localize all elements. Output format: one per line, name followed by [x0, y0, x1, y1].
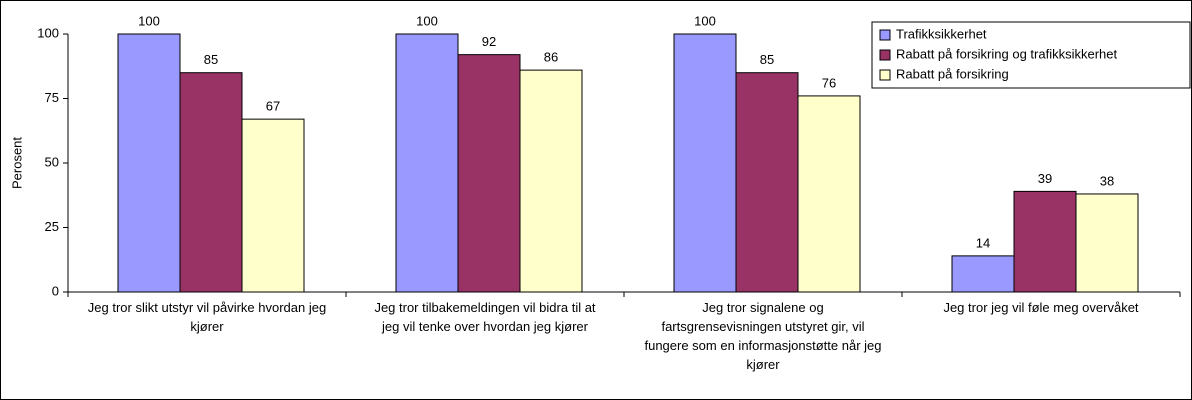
x-tick-label: Jeg tror slikt utstyr vil påvirke hvorda…: [87, 300, 327, 334]
bar: [1013, 190, 1077, 293]
legend-swatch: [879, 49, 891, 61]
legend-swatch: [879, 69, 891, 81]
legend-label: Rabatt på forsikring og trafikksikkerhet: [896, 46, 1117, 61]
value-label: 100: [138, 13, 160, 28]
value-label: 14: [976, 235, 990, 250]
value-label: 39: [1038, 171, 1052, 186]
value-label: 86: [544, 50, 558, 65]
value-label: 85: [760, 52, 774, 67]
value-label: 67: [266, 99, 280, 114]
value-label: 38: [1100, 173, 1114, 188]
value-label: 100: [416, 13, 438, 28]
bar: [117, 33, 181, 293]
y-axis-title: Perosent: [9, 137, 24, 189]
bar: [519, 69, 583, 293]
legend-label: Rabatt på forsikring: [896, 66, 1009, 81]
bar: [951, 255, 1015, 293]
y-tick-label: 50: [45, 154, 59, 169]
y-tick-label: 25: [45, 219, 59, 234]
bar: [673, 33, 737, 293]
bar: [179, 72, 243, 293]
bar: [457, 54, 521, 293]
value-label: 92: [482, 34, 496, 49]
y-tick-label: 100: [37, 25, 59, 40]
y-tick-label: 75: [45, 90, 59, 105]
legend-swatch: [879, 29, 891, 41]
value-label: 76: [822, 75, 836, 90]
bar: [1075, 193, 1139, 293]
legend-box: [871, 21, 1191, 89]
bar: [735, 72, 799, 293]
legend-label: Trafikksikkerhet: [896, 26, 987, 41]
x-tick-label: Jeg tror jeg vil føle meg overvåket: [943, 300, 1139, 315]
x-tick-label: Jeg tror tilbakemeldingen vil bidra til …: [374, 300, 596, 334]
bar: [797, 95, 861, 293]
value-label: 100: [694, 13, 716, 28]
bar: [395, 33, 459, 293]
y-tick-label: 0: [52, 283, 59, 298]
value-label: 85: [204, 52, 218, 67]
bar: [241, 118, 305, 293]
x-tick-label: Jeg tror signalene og fartsgrensevisning…: [644, 300, 882, 372]
